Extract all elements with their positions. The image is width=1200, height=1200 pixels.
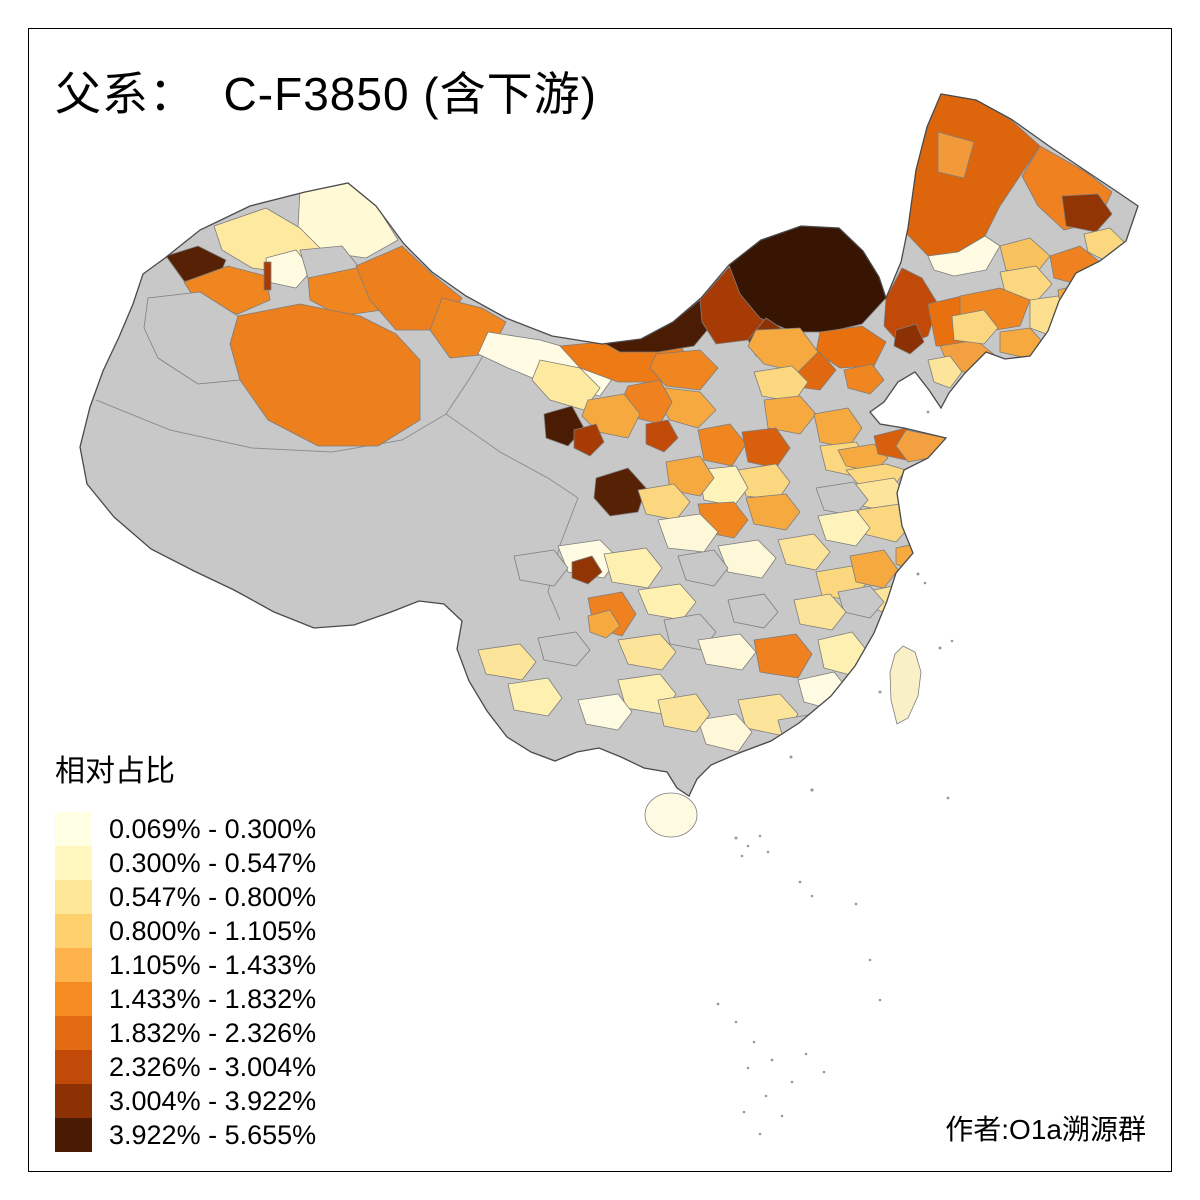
region-patch xyxy=(753,365,809,403)
legend-item: 0.069% - 0.300% xyxy=(55,812,316,846)
legend-item: 1.105% - 1.433% xyxy=(55,948,316,982)
region-patch xyxy=(951,309,999,345)
region-patch xyxy=(143,291,241,385)
south-china-sea-islands xyxy=(716,410,954,1136)
region-patch xyxy=(645,419,679,453)
legend-label: 3.922% - 5.655% xyxy=(109,1119,317,1150)
legend-label: 0.800% - 1.105% xyxy=(109,915,317,946)
region-patch xyxy=(637,483,691,521)
region-patch xyxy=(777,533,831,571)
legend-title: 相对占比 xyxy=(55,755,175,788)
region-patch xyxy=(617,633,677,671)
region-patch xyxy=(507,677,563,717)
region-patch xyxy=(745,493,801,531)
legend-item: 1.832% - 2.326% xyxy=(55,1016,316,1050)
legend-swatch xyxy=(55,1118,92,1152)
region-patch xyxy=(999,237,1051,277)
map-title: 父系： C-F3850 (含下游) xyxy=(55,68,597,120)
legend-item: 3.922% - 5.655% xyxy=(55,1118,316,1152)
region-patches xyxy=(143,94,1127,753)
legend-item: 0.300% - 0.547% xyxy=(55,846,316,880)
author-credit: 作者:O1a溯源群 xyxy=(945,1114,1146,1145)
region-patch xyxy=(753,633,813,679)
region-patch xyxy=(927,235,1001,277)
region-patch xyxy=(697,713,753,753)
region-patch xyxy=(849,549,899,589)
region-patch xyxy=(813,407,863,449)
region-patch xyxy=(657,693,711,733)
region-patch xyxy=(815,481,869,517)
legend-label: 1.433% - 1.832% xyxy=(109,983,317,1014)
region-patch xyxy=(537,631,591,667)
region-patch xyxy=(1061,193,1113,233)
region-patch xyxy=(637,583,697,621)
region-patch xyxy=(697,633,757,671)
legend-swatch xyxy=(55,812,92,846)
frame-border xyxy=(28,28,1172,1172)
legend-item: 0.800% - 1.105% xyxy=(55,914,316,948)
legend-label: 3.004% - 3.922% xyxy=(109,1085,317,1116)
legend-swatch xyxy=(55,982,92,1016)
region-patch xyxy=(741,427,791,469)
region-patch xyxy=(1029,295,1071,337)
legend-swatch xyxy=(55,1016,92,1050)
legend-swatch xyxy=(55,914,92,948)
legend-swatch xyxy=(55,846,92,880)
region-patch xyxy=(593,467,647,517)
legend-label: 1.832% - 2.326% xyxy=(109,1017,317,1048)
taiwan-island xyxy=(889,645,922,725)
legend-label: 2.326% - 3.004% xyxy=(109,1051,317,1082)
region-patch xyxy=(727,593,779,629)
region-patch xyxy=(893,323,925,355)
region-patch xyxy=(657,513,719,553)
region-patch xyxy=(577,693,633,731)
legend-item: 1.433% - 1.832% xyxy=(55,982,316,1016)
region-patch xyxy=(603,547,663,589)
legend-item: 0.547% - 0.800% xyxy=(55,880,316,914)
legend-label: 0.069% - 0.300% xyxy=(109,813,317,844)
legend-label: 0.300% - 0.547% xyxy=(109,847,317,878)
legend-swatch xyxy=(55,948,92,982)
region-patch xyxy=(587,609,621,639)
region-patch xyxy=(843,363,885,395)
legend-label: 1.105% - 1.433% xyxy=(109,949,317,980)
legend-item: 2.326% - 3.004% xyxy=(55,1050,316,1084)
region-patch xyxy=(263,261,272,291)
region-patch xyxy=(573,423,605,457)
legend: 相对占比 0.069% - 0.300% 0.300% - 0.547% 0.547… xyxy=(55,746,316,1152)
region-patch xyxy=(793,593,847,631)
hainan-island xyxy=(644,792,698,838)
region-patch xyxy=(677,549,729,587)
region-patch xyxy=(571,555,603,585)
region-patch xyxy=(763,395,817,435)
legend-swatch xyxy=(55,880,92,914)
region-patch xyxy=(513,549,569,587)
legend-item: 3.004% - 3.922% xyxy=(55,1084,316,1118)
region-patch xyxy=(649,349,719,391)
region-patch xyxy=(927,355,963,389)
region-patch xyxy=(817,509,871,547)
legend-items: 0.069% - 0.300% 0.300% - 0.547% 0.547% - 0… xyxy=(55,812,316,1152)
legend-label: 0.547% - 0.800% xyxy=(109,881,317,912)
region-patch xyxy=(477,643,537,681)
region-patch xyxy=(937,131,975,179)
legend-swatch xyxy=(55,1050,92,1084)
region-patch xyxy=(697,423,747,467)
legend-swatch xyxy=(55,1084,92,1118)
